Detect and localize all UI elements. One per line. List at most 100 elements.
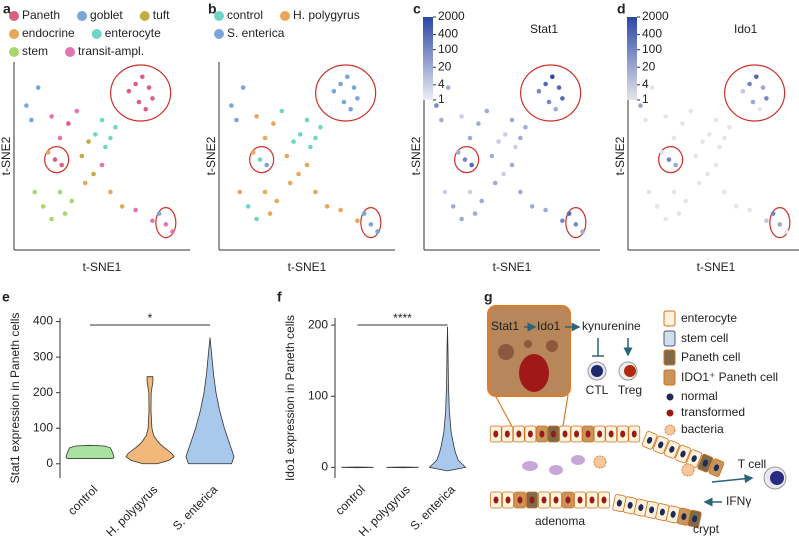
tissue-nucleus (529, 496, 535, 504)
point (66, 121, 71, 126)
legend-label: enterocyte (105, 26, 161, 40)
colorbar-tick-label: 4 (642, 77, 649, 91)
tissue-nucleus (541, 496, 547, 504)
point (439, 117, 444, 123)
point (450, 204, 456, 209)
legend-label: Paneth cell (681, 350, 740, 364)
gene-label: Ido1 (537, 319, 561, 333)
point (62, 211, 68, 216)
point (740, 88, 746, 94)
cell-label: CTL (586, 383, 609, 397)
point (560, 218, 565, 224)
tissue-nucleus (702, 459, 708, 467)
point (234, 117, 239, 123)
x-axis-label: t-SNE1 (83, 260, 122, 274)
colorbar-tick-label: 400 (642, 27, 662, 41)
tissue-nucleus (565, 496, 571, 504)
point (150, 96, 155, 101)
point (713, 117, 719, 123)
point (267, 211, 273, 216)
point (103, 144, 108, 150)
y-tick-label: 200 (33, 385, 53, 399)
tissue-nucleus (669, 446, 675, 453)
point (355, 96, 360, 101)
bacterium (681, 463, 695, 477)
violin (125, 376, 175, 465)
point (543, 207, 548, 213)
point (29, 117, 34, 123)
point (509, 117, 515, 123)
point (308, 144, 313, 150)
tissue-label: IFNγ (726, 494, 751, 508)
tissue-nucleus (608, 430, 614, 438)
tissue-nucleus (553, 496, 559, 504)
y-axis-label: t-SNE2 (409, 136, 423, 175)
point (86, 139, 91, 144)
legend-label: IDO1⁺ Paneth cell (681, 370, 778, 384)
legend-icon (663, 369, 676, 386)
point (140, 74, 145, 80)
colorbar (627, 17, 637, 100)
point (82, 180, 88, 186)
point (279, 108, 285, 114)
point (536, 88, 542, 94)
x-tick-label: control (65, 482, 100, 517)
highlight-circle (44, 146, 70, 174)
point (553, 106, 558, 112)
point (673, 162, 678, 168)
panel-label: d (617, 1, 626, 17)
point (318, 124, 323, 130)
point (462, 157, 468, 162)
legend-marker (65, 47, 76, 57)
point (472, 211, 478, 216)
tissue-nucleus (597, 430, 603, 438)
y-tick-label: 100 (33, 420, 53, 434)
tissue-nucleus (616, 499, 622, 507)
violin (428, 326, 467, 472)
colorbar-tick-label: 20 (438, 59, 452, 73)
legend-label: control (227, 8, 263, 22)
point (296, 171, 301, 177)
point (271, 121, 276, 126)
point (513, 144, 518, 150)
point (324, 204, 330, 209)
point (32, 189, 38, 195)
point (663, 216, 668, 222)
point (229, 103, 234, 108)
point (700, 139, 705, 144)
metabolite-label: kynurenine (582, 319, 641, 333)
violin (185, 337, 235, 465)
immune-cell (549, 465, 563, 475)
point (361, 211, 367, 216)
point (69, 198, 75, 204)
point (713, 162, 719, 168)
legend-label: stem cell (681, 331, 728, 345)
legend-marker (91, 29, 102, 39)
y-tick-label: 400 (33, 314, 53, 328)
point (150, 218, 155, 224)
panel-label: a (3, 1, 11, 17)
legend-label: tuft (153, 8, 170, 22)
legend-icon (666, 409, 674, 417)
point (580, 229, 585, 234)
point (518, 135, 523, 141)
x-axis-label: t-SNE1 (288, 260, 327, 274)
point (262, 189, 268, 195)
highlight-circle (658, 146, 684, 174)
tissue-nucleus (631, 430, 637, 438)
significance-label: * (148, 311, 153, 325)
point (156, 211, 162, 216)
legend-marker (9, 47, 19, 57)
highlight-circle (360, 207, 382, 239)
point (331, 88, 337, 94)
point (489, 153, 495, 159)
point (523, 124, 528, 130)
point (254, 216, 259, 222)
point (777, 222, 783, 227)
legend-icon (663, 349, 676, 366)
point (136, 99, 142, 105)
point (467, 189, 473, 195)
point (455, 150, 461, 155)
tissue-nucleus (680, 450, 686, 458)
legend-label: H. polygyrus (293, 8, 360, 22)
